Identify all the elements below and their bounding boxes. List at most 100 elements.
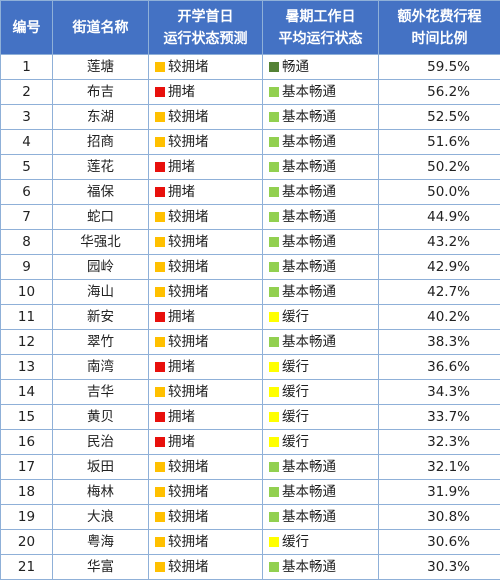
row-summer-status: 缓行 <box>263 405 379 430</box>
status-color-swatch <box>269 287 279 297</box>
row-street-name: 布吉 <box>53 80 149 105</box>
row-extra-time-ratio: 32.1% <box>379 455 500 480</box>
status-color-swatch <box>269 487 279 497</box>
status-label: 基本畅通 <box>282 334 336 350</box>
row-num: 2 <box>1 80 53 105</box>
row-street-name: 吉华 <box>53 380 149 405</box>
row-forecast-status: 拥堵 <box>149 80 263 105</box>
status-color-swatch <box>269 512 279 522</box>
status-color-swatch <box>155 62 165 72</box>
row-extra-time-ratio: 50.0% <box>379 180 500 205</box>
header-summer-line2: 平均运行状态 <box>263 28 378 50</box>
status-label: 基本畅通 <box>282 109 336 125</box>
row-extra-time-ratio: 56.2% <box>379 80 500 105</box>
row-num: 15 <box>1 405 53 430</box>
header-ratio-line1: 额外花费行程 <box>379 6 500 28</box>
status-label: 拥堵 <box>168 184 195 200</box>
header-ratio: 额外花费行程 时间比例 <box>379 1 500 55</box>
row-num: 11 <box>1 305 53 330</box>
row-extra-time-ratio: 43.2% <box>379 230 500 255</box>
row-summer-status: 缓行 <box>263 380 379 405</box>
status-label: 较拥堵 <box>168 134 209 150</box>
status-label: 较拥堵 <box>168 459 209 475</box>
row-street-name: 莲花 <box>53 155 149 180</box>
row-extra-time-ratio: 34.3% <box>379 380 500 405</box>
row-num: 3 <box>1 105 53 130</box>
status-label: 基本畅通 <box>282 134 336 150</box>
status-color-swatch <box>155 437 165 447</box>
row-forecast-status: 较拥堵 <box>149 280 263 305</box>
row-street-name: 大浪 <box>53 505 149 530</box>
header-forecast-line1: 开学首日 <box>149 6 262 28</box>
row-street-name: 翠竹 <box>53 330 149 355</box>
row-num: 5 <box>1 155 53 180</box>
status-label: 缓行 <box>282 384 309 400</box>
row-num: 19 <box>1 505 53 530</box>
row-extra-time-ratio: 51.6% <box>379 130 500 155</box>
row-summer-status: 缓行 <box>263 305 379 330</box>
status-label: 基本畅通 <box>282 284 336 300</box>
status-label: 较拥堵 <box>168 334 209 350</box>
row-num: 9 <box>1 255 53 280</box>
row-extra-time-ratio: 30.8% <box>379 505 500 530</box>
row-extra-time-ratio: 31.9% <box>379 480 500 505</box>
status-label: 基本畅通 <box>282 184 336 200</box>
status-label: 缓行 <box>282 409 309 425</box>
status-color-swatch <box>269 112 279 122</box>
row-num: 10 <box>1 280 53 305</box>
status-color-swatch <box>155 487 165 497</box>
row-forecast-status: 拥堵 <box>149 155 263 180</box>
row-summer-status: 缓行 <box>263 530 379 555</box>
status-label: 基本畅通 <box>282 209 336 225</box>
row-num: 18 <box>1 480 53 505</box>
status-label: 较拥堵 <box>168 209 209 225</box>
status-label: 较拥堵 <box>168 259 209 275</box>
status-color-swatch <box>155 537 165 547</box>
status-color-swatch <box>155 312 165 322</box>
row-forecast-status: 较拥堵 <box>149 255 263 280</box>
row-extra-time-ratio: 50.2% <box>379 155 500 180</box>
row-forecast-status: 较拥堵 <box>149 205 263 230</box>
row-street-name: 梅林 <box>53 480 149 505</box>
row-street-name: 蛇口 <box>53 205 149 230</box>
row-street-name: 坂田 <box>53 455 149 480</box>
row-street-name: 招商 <box>53 130 149 155</box>
row-forecast-status: 较拥堵 <box>149 555 263 580</box>
row-summer-status: 基本畅通 <box>263 330 379 355</box>
row-street-name: 粤海 <box>53 530 149 555</box>
status-label: 较拥堵 <box>168 534 209 550</box>
row-summer-status: 基本畅通 <box>263 230 379 255</box>
row-forecast-status: 拥堵 <box>149 305 263 330</box>
row-summer-status: 畅通 <box>263 55 379 80</box>
row-extra-time-ratio: 52.5% <box>379 105 500 130</box>
row-extra-time-ratio: 44.9% <box>379 205 500 230</box>
header-forecast: 开学首日 运行状态预测 <box>149 1 263 55</box>
status-color-swatch <box>269 137 279 147</box>
status-color-swatch <box>155 137 165 147</box>
header-forecast-line2: 运行状态预测 <box>149 28 262 50</box>
row-summer-status: 基本畅通 <box>263 105 379 130</box>
row-summer-status: 基本畅通 <box>263 255 379 280</box>
status-label: 基本畅通 <box>282 259 336 275</box>
row-forecast-status: 较拥堵 <box>149 130 263 155</box>
row-summer-status: 基本畅通 <box>263 205 379 230</box>
row-street-name: 福保 <box>53 180 149 205</box>
status-color-swatch <box>269 162 279 172</box>
row-summer-status: 基本畅通 <box>263 480 379 505</box>
row-street-name: 莲塘 <box>53 55 149 80</box>
row-forecast-status: 拥堵 <box>149 430 263 455</box>
row-forecast-status: 较拥堵 <box>149 330 263 355</box>
row-forecast-status: 较拥堵 <box>149 530 263 555</box>
status-label: 基本畅通 <box>282 509 336 525</box>
header-street-name: 街道名称 <box>53 1 149 55</box>
